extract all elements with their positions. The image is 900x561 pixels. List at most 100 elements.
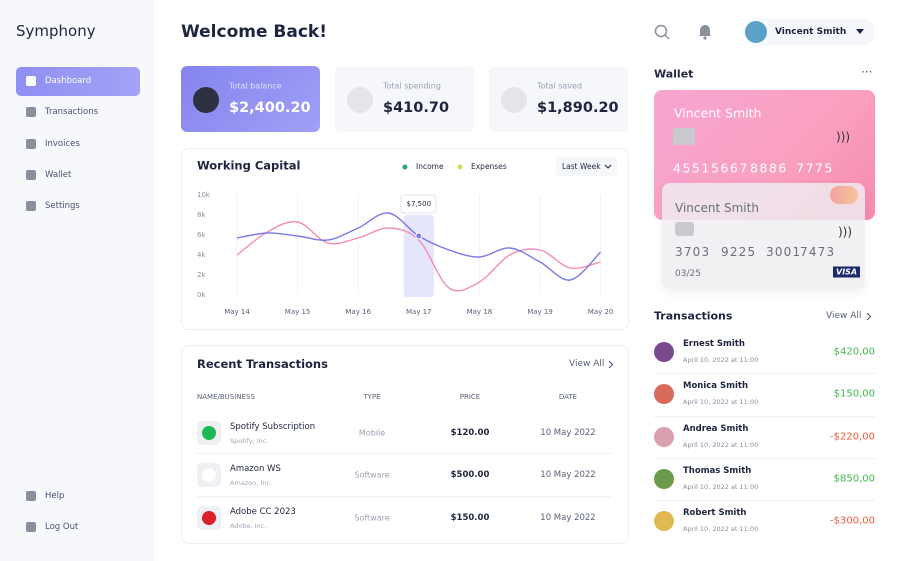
nav-item[interactable]: Transactions <box>45 107 99 117</box>
avatar <box>654 384 674 404</box>
list-divider <box>654 458 875 459</box>
y-tick-label: 2k <box>197 271 206 279</box>
x-tick-label: May 20 <box>588 308 614 316</box>
nav-item[interactable]: Help <box>45 491 65 501</box>
card-number: 4551 <box>673 160 711 176</box>
card-brand: VISA <box>833 266 861 278</box>
row-company: Amazon, Inc. <box>230 479 273 487</box>
nav-item[interactable]: Dashboard <box>45 76 92 86</box>
person-name: Robert Smith <box>683 508 747 518</box>
avatar <box>654 427 674 447</box>
filter-dropdown <box>556 157 617 176</box>
stat-value: $410.70 <box>383 100 450 116</box>
nav-icon <box>26 139 36 149</box>
person-name: Thomas Smith <box>683 466 752 476</box>
transactions-title: Transactions <box>654 309 733 323</box>
dropdown-caret <box>604 164 612 169</box>
row-company: Adobe, Inc. <box>230 522 267 530</box>
transaction-date: April 10, 2022 at 11:00 <box>683 356 759 364</box>
transaction-date: April 10, 2022 at 11:00 <box>683 483 759 491</box>
nav-icon <box>26 522 36 532</box>
data-point <box>415 232 423 240</box>
nav-item[interactable]: Invoices <box>45 139 80 149</box>
filter-label: Last Week <box>562 162 601 171</box>
y-tick-label: 6k <box>197 231 206 239</box>
column-header: NAME/BUSINESS <box>197 393 255 401</box>
row-name: Amazon WS <box>230 464 281 474</box>
card-number: 3001 <box>766 245 802 259</box>
stat-value: $2,400.20 <box>229 100 311 116</box>
card-chip <box>673 128 695 145</box>
person-name: Monica Smith <box>683 381 749 391</box>
row-divider <box>197 453 611 454</box>
chevron <box>866 312 872 321</box>
recent-card <box>181 345 629 544</box>
recent-title: Recent Transactions <box>197 357 328 371</box>
company-logo-mark <box>202 426 216 440</box>
card-number: 5667 <box>711 160 749 176</box>
contactless: ))) <box>838 225 853 239</box>
row-date: 10 May 2022 <box>540 428 596 438</box>
nav-icon <box>26 107 36 117</box>
nav-item[interactable]: Log Out <box>45 522 79 532</box>
list-divider <box>654 373 875 374</box>
legend-dot <box>402 164 408 170</box>
stat-label: Total saved <box>537 81 583 91</box>
row-date: 10 May 2022 <box>540 470 596 480</box>
chevron <box>608 360 614 369</box>
row-price: $150.00 <box>450 513 490 523</box>
row-name: Spotify Subscription <box>230 422 316 432</box>
stat-icon <box>193 87 219 113</box>
x-tick-label: May 18 <box>467 308 493 316</box>
transaction-date: April 10, 2022 at 11:00 <box>683 441 759 449</box>
row-date: 10 May 2022 <box>540 513 596 523</box>
avatar <box>654 511 674 531</box>
y-tick-label: 8k <box>197 211 206 219</box>
stat-icon <box>501 87 527 113</box>
x-tick-label: May 15 <box>285 308 311 316</box>
chart-card <box>181 148 629 330</box>
legend-dot <box>457 164 463 170</box>
view-all[interactable]: View All <box>569 359 605 369</box>
row-price: $500.00 <box>450 470 490 480</box>
bell-icon[interactable] <box>697 23 713 41</box>
card-holder: Vincent Smith <box>674 105 762 121</box>
view-all[interactable]: View All <box>826 311 862 321</box>
chart-title: Working Capital <box>197 159 300 173</box>
caret <box>856 29 864 34</box>
column-header: TYPE <box>363 393 381 401</box>
legend-label: Expenses <box>471 162 507 171</box>
nav-icon <box>26 491 36 501</box>
nav-item[interactable]: Wallet <box>45 170 72 180</box>
search-icon[interactable] <box>652 22 672 42</box>
stat-label: Total balance <box>229 81 282 91</box>
column-header: PRICE <box>459 393 481 401</box>
nav-item[interactable]: Settings <box>45 201 80 211</box>
card-number: 8886 <box>750 160 788 176</box>
user-avatar <box>745 21 767 43</box>
person-name: Ernest Smith <box>683 339 745 349</box>
transaction-date: April 10, 2022 at 11:00 <box>683 398 759 406</box>
more-icon[interactable]: ··· <box>861 65 873 79</box>
stat-label: Total spending <box>383 81 441 91</box>
card-expiry: 03/25 <box>675 269 701 279</box>
wallet-title: Wallet <box>654 67 694 81</box>
avatar <box>654 342 674 362</box>
legend-label: Income <box>416 162 444 171</box>
card-number: 3703 <box>675 245 711 259</box>
transaction-amount: $150,00 <box>833 388 875 400</box>
transaction-amount: -$220,00 <box>830 431 875 443</box>
brand: Symphony <box>16 22 96 40</box>
list-divider <box>654 416 875 417</box>
y-tick-label: 0k <box>197 291 206 299</box>
company-logo-mark <box>202 468 216 482</box>
working-capital-chart: Working Capital Last Week Income Expenses 0k… <box>197 157 617 316</box>
x-tick-label: May 16 <box>345 308 371 316</box>
transaction-amount: $850,00 <box>833 473 875 485</box>
row-type: Software <box>354 470 390 480</box>
x-tick-label: May 19 <box>527 308 553 316</box>
user-name: Vincent Smith <box>775 27 847 37</box>
company-logo-mark <box>202 511 216 525</box>
x-tick-label: May 17 <box>406 308 432 316</box>
